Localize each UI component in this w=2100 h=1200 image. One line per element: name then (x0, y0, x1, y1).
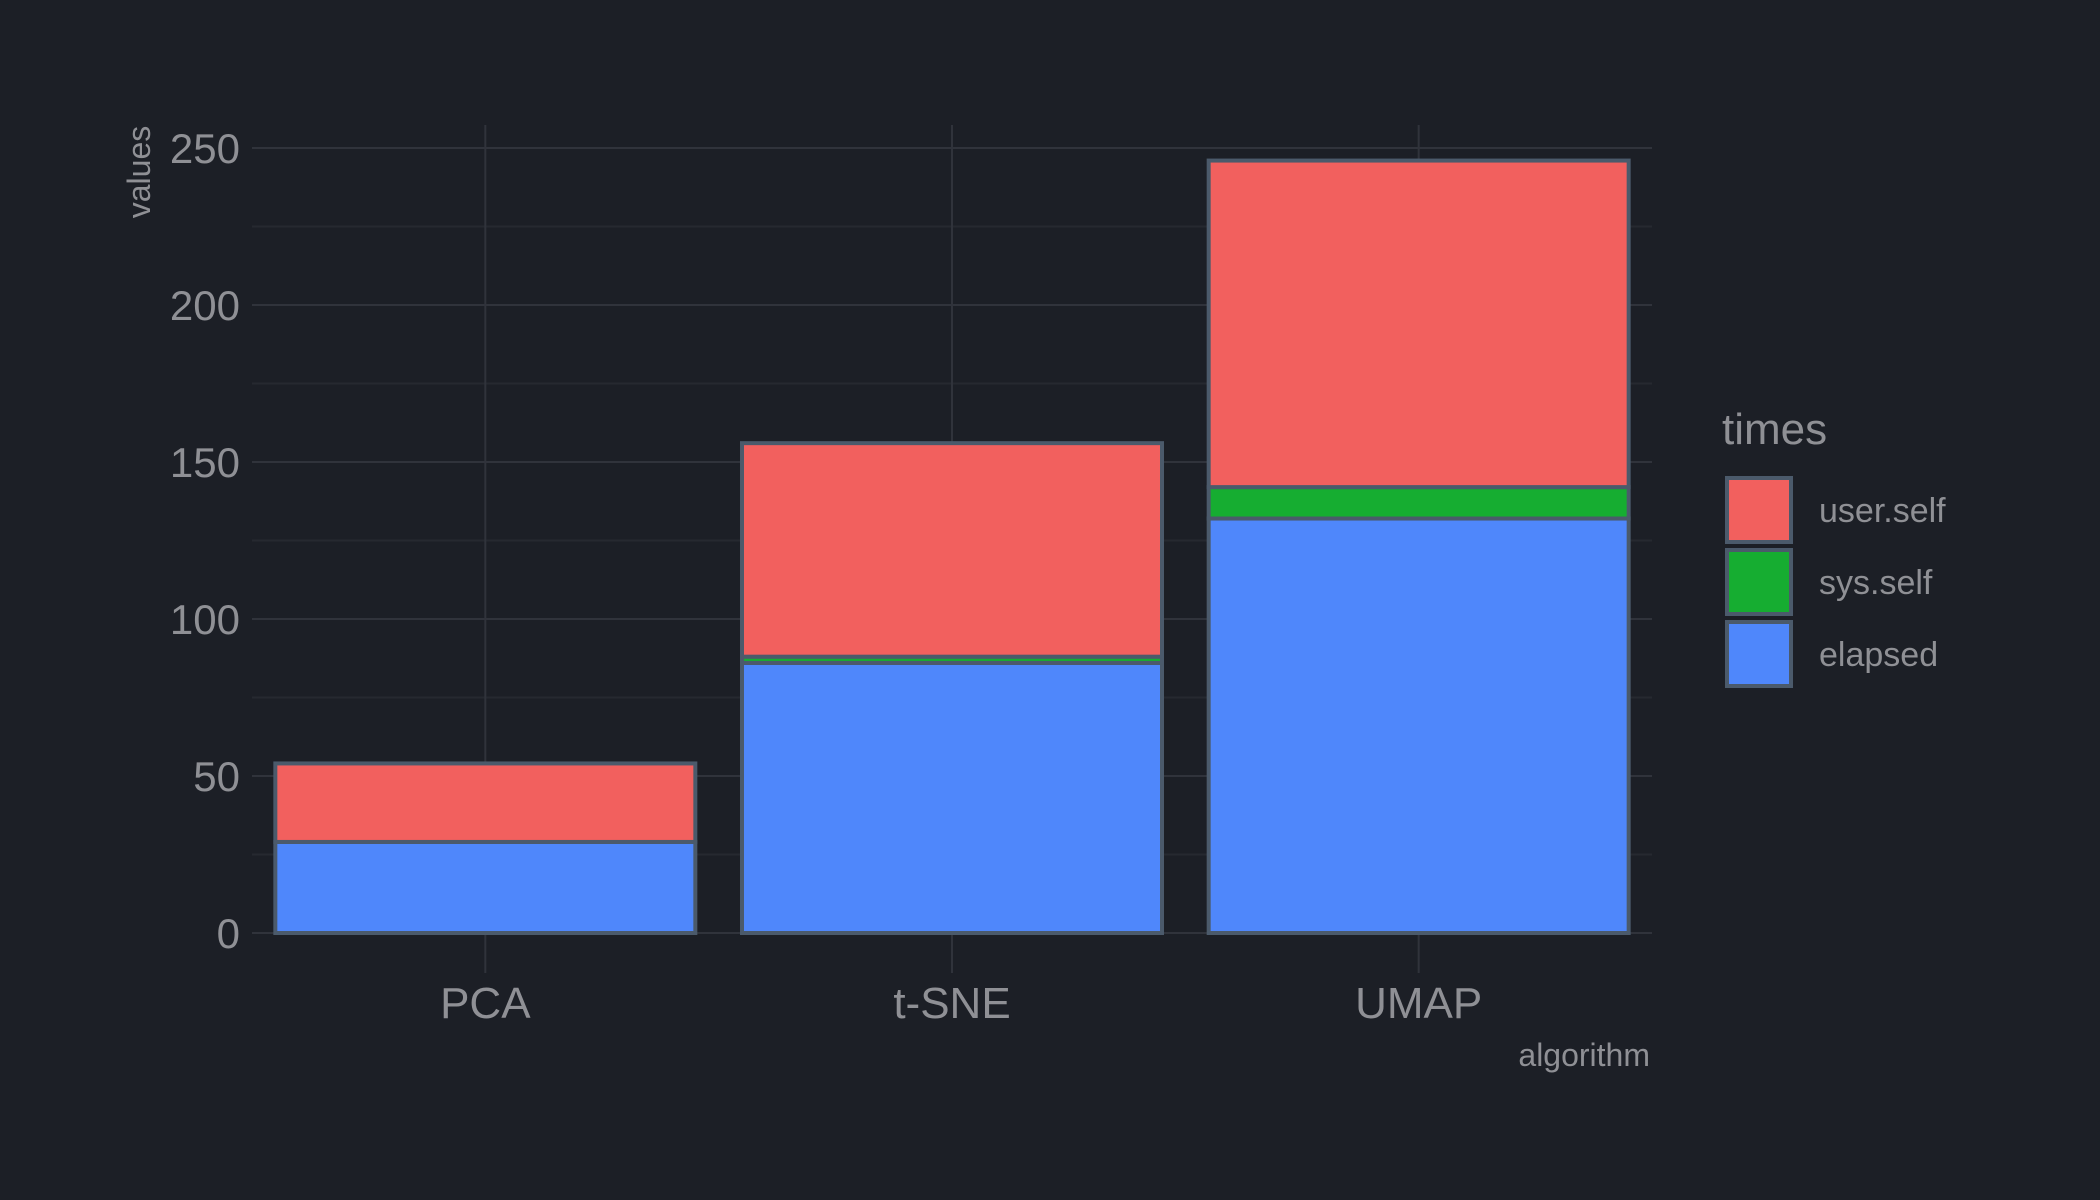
bar-segment-umap-user-self (1206, 158, 1631, 490)
bar-segment-pca-user-self (273, 761, 698, 844)
y-axis-ticks: 0 50 100 150 200 250 (170, 125, 240, 957)
y-tick-label: 100 (170, 596, 240, 643)
bar-segment-pca-elapsed (273, 839, 698, 935)
x-tick-label: t-SNE (893, 979, 1010, 1028)
bar-segment-t-sne-user-self (740, 441, 1164, 659)
legend-label-user-self: user.self (1819, 492, 1946, 530)
bars (273, 158, 1631, 936)
x-tick-label: UMAP (1355, 979, 1482, 1028)
y-tick-label: 0 (217, 910, 240, 957)
y-tick-label: 250 (170, 125, 240, 172)
legend-swatch-user-self (1725, 476, 1793, 544)
y-tick-label: 50 (193, 753, 240, 800)
legend-swatch-sys-self (1725, 548, 1793, 616)
y-axis-title: values (121, 126, 157, 219)
bar-segment-t-sne-elapsed (740, 660, 1164, 936)
x-tick-label: PCA (440, 979, 531, 1028)
legend-label-elapsed: elapsed (1819, 636, 1938, 674)
x-axis-title: algorithm (1518, 1037, 1650, 1073)
bar-segment-umap-elapsed (1206, 516, 1631, 936)
legend-label-sys-self: sys.self (1819, 564, 1933, 602)
bar-segment-umap-sys-self (1206, 485, 1631, 521)
legend-items: user.self sys.self elapsed (1725, 476, 1946, 688)
legend-title: times (1722, 405, 1827, 454)
y-tick-label: 200 (170, 282, 240, 329)
legend: times user.self sys.self elapsed (1722, 405, 1946, 688)
y-tick-label: 150 (170, 439, 240, 486)
legend-swatch-elapsed (1725, 620, 1793, 688)
x-axis-ticks: PCA t-SNE UMAP (440, 979, 1482, 1028)
